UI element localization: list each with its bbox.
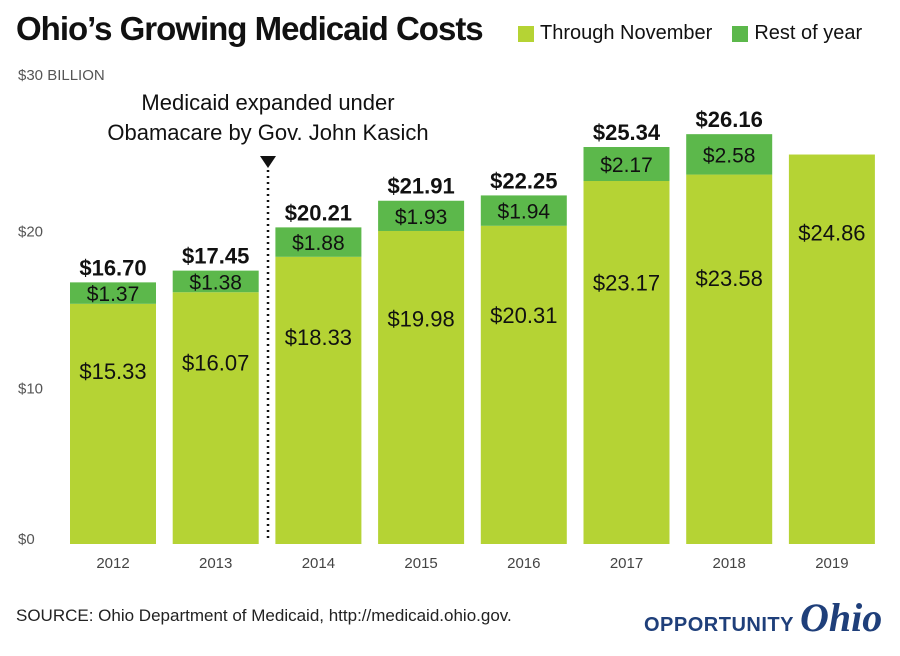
bar-rest-of-year [70, 282, 156, 304]
data-label-total: $21.91 [387, 174, 454, 199]
annotation-line-2: Obamacare by Gov. John Kasich [107, 120, 428, 145]
y-tick-label: $20 [18, 224, 43, 241]
data-label-through-november: $15.33 [79, 359, 146, 384]
annotation-line-1: Medicaid expanded under [141, 90, 394, 115]
legend-item-rest-of-year: Rest of year [732, 22, 862, 45]
data-label-through-november: $20.31 [490, 303, 557, 328]
bar-through-november [583, 181, 670, 544]
data-label-through-november: $23.17 [593, 271, 660, 296]
data-label-rest-of-year: $1.93 [395, 206, 448, 229]
bar-rest-of-year [275, 227, 362, 257]
x-tick-label: 2018 [713, 555, 746, 572]
data-label-rest-of-year: $2.58 [703, 144, 756, 167]
legend-item-through-november: Through November [518, 22, 712, 45]
data-label-total: $20.21 [285, 200, 352, 225]
data-label-total: $17.45 [182, 244, 249, 269]
bar-rest-of-year [583, 147, 670, 182]
legend-swatch-rest-of-year [732, 25, 749, 42]
bar-through-november [172, 292, 259, 544]
expansion-annotation: Medicaid expanded under Obamacare by Gov… [107, 90, 429, 542]
x-tick-label: 2014 [302, 555, 335, 572]
x-tick-label: 2019 [815, 555, 848, 572]
data-label-through-november: $18.33 [285, 325, 352, 350]
opportunity-ohio-logo: OPPORTUNITY Ohio [644, 594, 882, 641]
x-axis: 2012 2013 2014 2015 2016 2017 2018 2019 [96, 555, 848, 572]
y-tick-label: $0 [18, 531, 35, 548]
bar-through-november [275, 256, 362, 544]
x-tick-label: 2013 [199, 555, 232, 572]
bar-through-november [70, 303, 156, 544]
data-label-rest-of-year: $1.37 [87, 283, 140, 306]
data-label-total: $22.25 [490, 168, 557, 193]
y-axis: $0 $10 $20 $30 BILLION [18, 67, 105, 548]
legend: Through November Rest of year [518, 22, 862, 45]
logo-word-ohio: Ohio [799, 595, 883, 640]
bar-through-november [480, 225, 567, 544]
x-tick-label: 2017 [610, 555, 643, 572]
data-label-total: $26.16 [696, 107, 763, 132]
bar-through-november [378, 230, 465, 545]
legend-label-through-november: Through November [540, 22, 713, 44]
y-tick-label: $10 [18, 380, 43, 397]
x-tick-label: 2016 [507, 555, 540, 572]
data-label-through-november: $23.58 [696, 266, 763, 291]
x-tick-label: 2012 [96, 555, 129, 572]
data-label-rest-of-year: $1.88 [292, 232, 345, 255]
data-label-total: $25.34 [593, 120, 661, 145]
data-label-through-november: $19.98 [387, 307, 454, 332]
x-tick-label: 2015 [404, 555, 437, 572]
legend-label-rest-of-year: Rest of year [754, 22, 863, 44]
bar-through-november [686, 174, 773, 544]
bar-through-november [788, 154, 875, 544]
bars [70, 134, 875, 545]
source-note: SOURCE: Ohio Department of Medicaid, htt… [16, 606, 512, 625]
logo-word-opportunity: OPPORTUNITY [644, 614, 794, 636]
bar-rest-of-year [172, 270, 259, 293]
data-label-rest-of-year: $1.38 [189, 271, 242, 294]
bar-labels: $15.33 $1.37 $16.70 $16.07 $1.38$17.45 $18.33… [79, 107, 865, 384]
bar-rest-of-year [480, 195, 567, 226]
chart-title: Ohio’s Growing Medicaid Costs [16, 10, 484, 47]
legend-swatch-through-november [518, 25, 534, 42]
annotation-arrow-marker [260, 156, 276, 168]
bar-rest-of-year [686, 134, 773, 175]
data-label-through-november: $24.86 [798, 220, 865, 245]
y-tick-label: $30 BILLION [18, 67, 105, 84]
data-label-through-november: $16.07 [182, 351, 249, 376]
data-label-total: $16.70 [79, 255, 146, 280]
data-label-rest-of-year: $1.94 [498, 201, 551, 224]
data-label-rest-of-year: $2.17 [600, 154, 653, 177]
bar-rest-of-year [378, 200, 465, 231]
